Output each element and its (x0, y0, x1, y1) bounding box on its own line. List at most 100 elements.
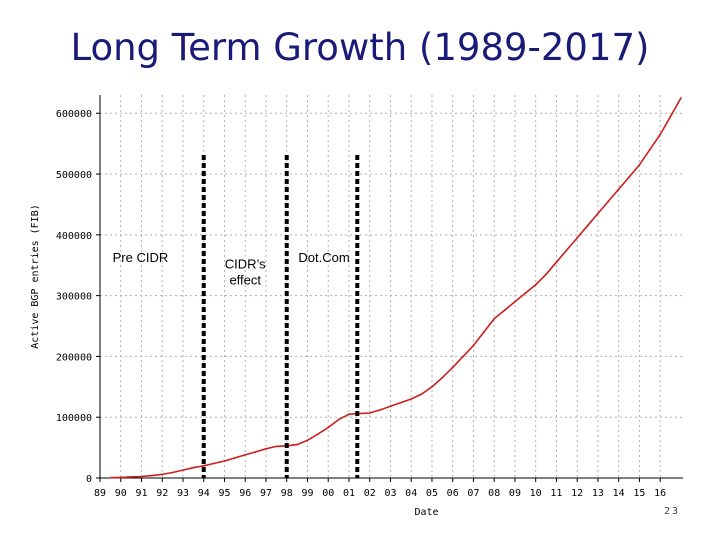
data-point (524, 292, 527, 295)
data-point (659, 133, 662, 136)
x-tick-label: 97 (260, 488, 272, 499)
y-tick-label: 0 (86, 474, 92, 485)
x-tick-label: 10 (530, 488, 542, 499)
x-tick-label: 95 (218, 488, 230, 499)
annotation-label: effect (229, 272, 261, 287)
slide-number: 23 (663, 506, 680, 517)
x-tick-label: 05 (426, 488, 438, 499)
data-point (130, 476, 133, 478)
x-tick-label: 02 (364, 488, 376, 499)
data-point (244, 453, 247, 456)
data-point (140, 475, 143, 478)
x-tick-label: 89 (94, 488, 106, 499)
data-point (628, 176, 630, 178)
y-tick-label: 100000 (56, 413, 92, 424)
x-tick-label: 07 (467, 488, 479, 499)
annotation-label: CIDR’s (225, 256, 266, 271)
data-point (441, 376, 444, 379)
data-point (182, 469, 184, 471)
x-tick-label: 04 (405, 488, 417, 499)
data-point (337, 418, 340, 421)
data-point (565, 249, 568, 251)
data-point (213, 462, 216, 465)
data-point (368, 412, 371, 414)
x-axis-label: Date (414, 507, 438, 518)
data-point (161, 473, 164, 476)
y-tick-label: 300000 (56, 292, 92, 303)
data-point (399, 401, 402, 404)
x-tick-label: 99 (301, 488, 313, 499)
data-point (451, 366, 454, 369)
data-point (223, 460, 226, 462)
x-tick-label: 91 (135, 488, 147, 499)
slide-title: Long Term Growth (1989-2017) (70, 26, 650, 69)
y-tick-label: 500000 (56, 170, 92, 181)
x-tick-label: 98 (281, 488, 293, 499)
data-point (617, 188, 620, 191)
data-point (119, 476, 122, 479)
x-tick-label: 11 (550, 488, 562, 499)
x-tick-label: 96 (239, 488, 251, 499)
y-tick-label: 400000 (56, 231, 92, 242)
data-point (576, 236, 579, 239)
data-point (265, 447, 267, 450)
x-tick-label: 92 (156, 488, 168, 499)
x-tick-label: 94 (198, 488, 210, 499)
x-tick-label: 00 (322, 488, 334, 499)
data-point (420, 393, 423, 396)
data-point (482, 331, 485, 333)
data-point (586, 224, 589, 227)
plot-area (100, 95, 683, 478)
x-tick-label: 01 (343, 488, 355, 499)
data-point (327, 426, 330, 429)
x-tick-label: 08 (488, 488, 500, 499)
data-point (306, 439, 309, 442)
data-point (555, 261, 558, 264)
data-point (597, 212, 599, 215)
data-point (348, 413, 350, 416)
x-tick-label: 03 (384, 488, 396, 499)
data-point (150, 474, 153, 477)
x-tick-label: 06 (447, 488, 459, 499)
data-point (379, 409, 381, 411)
data-point (514, 300, 516, 303)
x-tick-label: 16 (654, 488, 666, 499)
y-axis-label: Active BGP entries (FIB) (30, 204, 41, 349)
x-tick-label: 14 (613, 488, 625, 499)
x-tick-label: 13 (592, 488, 604, 499)
y-tick-label: 600000 (56, 109, 92, 120)
data-point (534, 283, 537, 286)
data-point (607, 200, 610, 203)
data-point (503, 309, 506, 312)
x-tick-label: 93 (177, 488, 189, 499)
data-point (171, 471, 174, 474)
data-point (410, 398, 413, 400)
x-tick-label: 90 (115, 488, 127, 499)
data-point (431, 385, 433, 388)
data-point (296, 443, 298, 446)
annotation-label: Dot.Com (298, 250, 349, 265)
data-point (233, 457, 236, 459)
data-point (472, 344, 475, 347)
series-line (110, 97, 682, 479)
data-point (192, 466, 195, 469)
data-point (680, 97, 682, 99)
data-point (648, 148, 651, 151)
data-point (254, 450, 257, 453)
x-tick-label: 12 (571, 488, 583, 499)
x-tick-label: 15 (633, 488, 645, 499)
data-point (638, 164, 641, 166)
data-point (389, 405, 392, 408)
y-tick-label: 200000 (56, 352, 92, 363)
x-tick-label: 09 (509, 488, 521, 499)
data-point (462, 355, 464, 358)
data-point (109, 476, 112, 479)
data-point (202, 464, 205, 467)
data-point (493, 317, 496, 320)
data-point (275, 445, 278, 448)
annotation-label: Pre CIDR (113, 250, 169, 265)
data-point (316, 433, 319, 436)
data-point (669, 115, 672, 118)
data-point (545, 273, 547, 276)
